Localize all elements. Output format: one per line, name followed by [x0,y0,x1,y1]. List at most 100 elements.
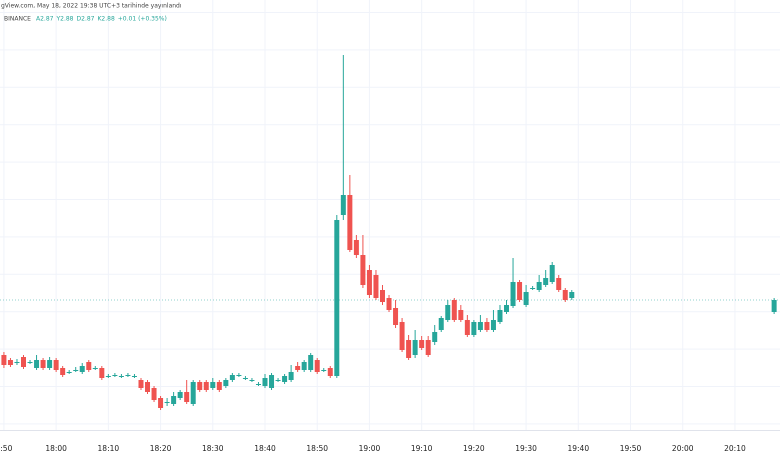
candle-body [288,372,294,380]
candle-body [53,360,59,370]
candle-body [1,355,7,365]
candle-body [255,384,261,385]
candle-body [210,382,216,388]
candle-body [562,290,568,300]
candle-body [79,366,85,372]
legend-value: A2.87 [36,16,54,23]
candle-body [66,372,72,373]
header-source: gView.com, May 18, 2022 19:38 UTC+3 tari… [1,3,182,10]
candle-body [171,396,177,404]
candle-body [73,370,79,371]
candle-body [34,360,40,368]
candle-body [269,375,275,388]
x-tick-label: 18:10 [98,444,120,453]
candle-body [158,398,164,408]
x-tick-label: 7:50 [0,444,13,453]
candle-body [164,402,170,403]
candle-body [438,318,444,330]
candle-body [373,275,379,298]
candle-body [497,310,503,322]
candle-body [771,300,777,312]
candle-body [118,376,124,377]
x-tick-label: 19:00 [359,444,381,453]
candle-body [510,282,516,306]
candle-body [190,382,196,404]
x-tick-label: 18:00 [45,444,67,453]
candle-body [177,392,183,398]
candle-body [419,340,425,348]
candle-body [105,376,111,377]
candle-body [86,362,92,370]
candle-body [184,392,190,402]
candle-body [340,195,346,215]
candle-body [40,360,46,368]
candle-body [458,310,464,320]
candle-body [517,282,523,300]
candle-body [145,382,151,392]
candle-body [412,340,418,355]
candle-body [504,305,510,312]
candle-body [20,357,26,367]
x-tick-label: 19:30 [515,444,537,453]
candle-body [379,290,385,302]
candle-body [249,380,255,381]
legend-value: D2.87 [77,16,95,23]
header-exchange: BINANCE [4,16,31,23]
x-tick-label: 19:10 [411,444,433,453]
candles-layer [1,55,777,410]
candle-body [334,220,340,376]
candle-body [556,278,562,290]
candle-body [530,288,536,289]
candle-body [464,320,470,335]
legend-value: +0.01 (+0.35%) [118,16,167,23]
candle-body [366,270,372,295]
x-tick-label: 18:40 [254,444,276,453]
candle-body [477,322,483,330]
candle-body [314,360,320,372]
x-tick-label: 20:00 [672,444,694,453]
grid-layer [0,0,780,430]
x-tick-label: 18:50 [306,444,328,453]
candle-body [523,292,529,305]
candle-body [360,255,366,285]
candle-body [353,240,359,255]
candle-body [92,368,98,369]
candle-body [399,322,405,350]
candle-body [229,375,235,380]
legend-value: K2.88 [97,16,114,23]
candle-body [275,380,281,381]
candle-body [484,322,490,330]
candle-body [216,382,222,390]
candle-body [295,366,301,370]
candle-body [406,340,412,358]
candle-body [425,340,431,355]
x-tick-label: 19:40 [567,444,589,453]
candle-body [242,378,248,379]
candle-body [308,355,314,370]
candle-body [569,292,575,298]
candle-body [99,368,105,378]
candle-body [125,375,131,376]
candle-body [203,382,209,390]
candle-body [347,195,353,250]
candle-body [543,278,549,285]
candle-body [282,376,288,382]
candle-body [223,380,229,386]
x-tick-label: 19:20 [463,444,485,453]
x-axis: 7:50 18:00 18:10 18:20 18:30 18:40 18:50 19:00 1… [0,444,746,453]
candle-body [112,375,118,376]
candle-body [549,265,555,282]
candle-body [393,308,399,325]
plot-background [0,0,780,430]
x-tick-label: 20:10 [724,444,746,453]
candle-body [445,305,451,320]
candle-body [262,378,268,386]
legend-value: Y2.88 [55,16,73,23]
candle-body [471,322,477,335]
candle-body [327,368,333,376]
candle-body [432,332,438,342]
candle-body [131,376,137,377]
candle-body [7,360,13,365]
candle-body [197,382,203,390]
